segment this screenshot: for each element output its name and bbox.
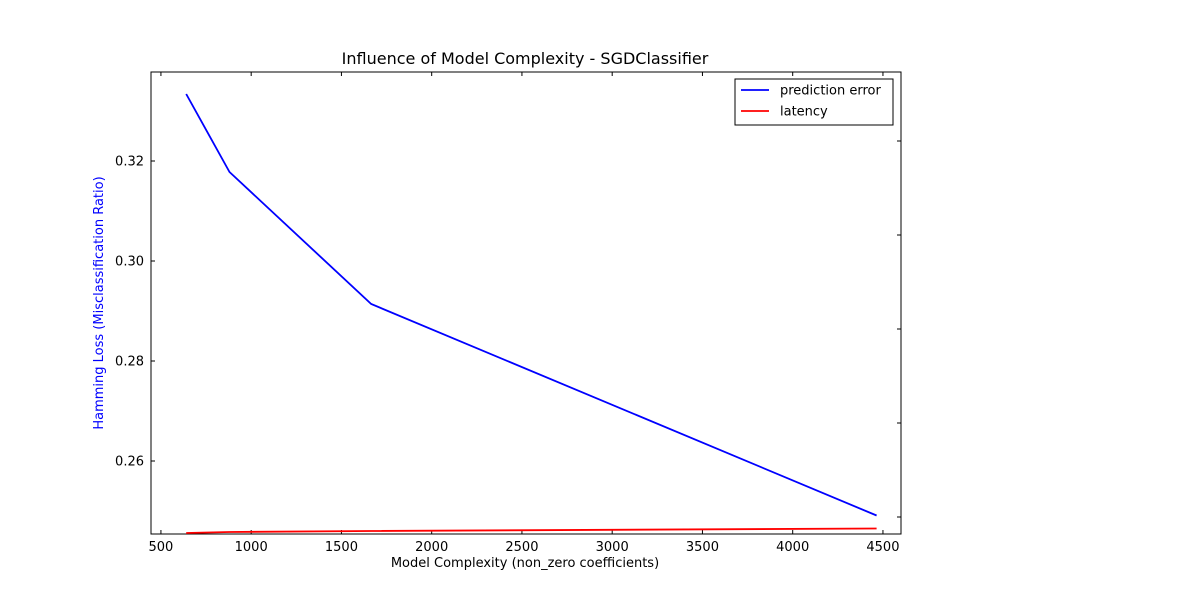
legend-label: prediction error xyxy=(780,84,881,99)
y-tick-label: 0.28 xyxy=(115,355,144,370)
x-tick-label: 2000 xyxy=(415,540,448,555)
x-tick-label: 1000 xyxy=(235,540,268,555)
series-line-latency xyxy=(186,527,877,534)
right-axis-ticks xyxy=(897,140,901,518)
x-tick-label: 500 xyxy=(149,540,174,555)
x-tick-label: 3000 xyxy=(596,540,629,555)
y-axis-ticks: 0.26 0.28 0.30 0.32 xyxy=(115,155,155,470)
legend-label: latency xyxy=(780,105,828,120)
x-axis-ticks: 500 1000 1500 2000 2500 3000 3500 4000 4500 xyxy=(149,72,899,555)
chart-title: Influence of Model Complexity - SGDClass… xyxy=(342,49,709,68)
legend-box xyxy=(734,78,894,126)
y-tick-label: 0.32 xyxy=(115,155,144,170)
legend: prediction error latency xyxy=(734,78,894,126)
y-tick-label: 0.26 xyxy=(115,455,144,470)
y-axis-label: Hamming Loss (Misclassification Ratio) xyxy=(92,176,107,429)
x-tick-label: 2500 xyxy=(505,540,538,555)
plot-area xyxy=(150,71,902,535)
x-tick-label: 3500 xyxy=(686,540,719,555)
series-line-prediction-error xyxy=(185,93,877,517)
series-lines xyxy=(185,93,877,534)
x-tick-label: 4000 xyxy=(776,540,809,555)
y-tick-label: 0.30 xyxy=(115,255,144,270)
x-tick-label: 1500 xyxy=(325,540,358,555)
x-axis-label: Model Complexity (non_zero coefficients) xyxy=(391,556,659,571)
x-tick-label: 4500 xyxy=(866,540,899,555)
